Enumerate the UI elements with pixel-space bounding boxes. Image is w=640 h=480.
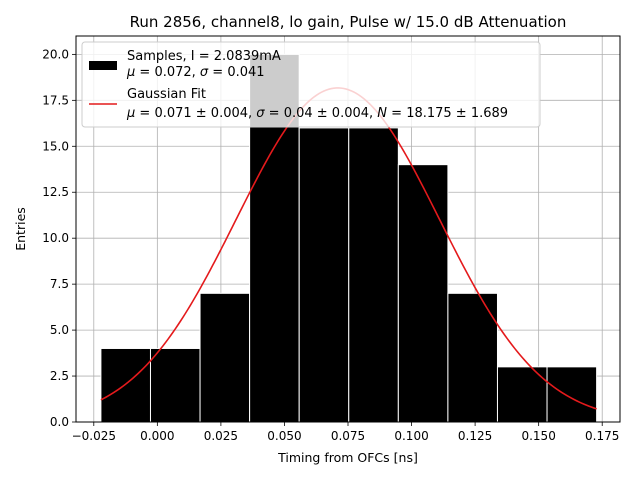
x-tick-label-0: −0.025	[72, 429, 116, 443]
y-tick-label-8: 20.0	[42, 47, 69, 61]
y-tick-label-5: 12.5	[42, 185, 69, 199]
y-axis-label: Entries	[13, 207, 28, 251]
x-tick-label-5: 0.100	[394, 429, 428, 443]
y-tick-label-1: 2.5	[50, 369, 69, 383]
x-tick-label-2: 0.025	[204, 429, 238, 443]
x-tick-label-3: 0.050	[267, 429, 301, 443]
legend-stats-fit-mu-symbol: μ	[126, 106, 135, 121]
legend-stats-fit-n-value: = 18.175 ± 1.689	[387, 106, 508, 121]
legend-stats-samples-sigma-symbol: σ	[200, 65, 209, 80]
histogram-bar-7	[447, 292, 498, 423]
y-axis-ticks: 0.0 2.5 5.0 7.5 10.0 12.5 15.0 17.5 20.0	[42, 47, 76, 429]
histogram-bar-2	[199, 292, 251, 423]
legend-stats-fit-mu-value: = 0.071 ± 0.004,	[135, 106, 256, 121]
legend-stats-samples-sigma-value: = 0.041	[208, 65, 264, 80]
x-axis-label: Timing from OFCs [ns]	[277, 450, 418, 465]
histogram-bars	[100, 53, 598, 423]
legend: Samples, I = 2.0839mA μ = 0.072, σ = 0.0…	[81, 41, 541, 128]
x-tick-label-8: 0.175	[585, 429, 619, 443]
legend-label-fit: Gaussian Fit	[127, 87, 206, 102]
legend-stats-fit-sigma-value: = 0.04 ± 0.004,	[265, 106, 378, 121]
histogram-bar-0	[100, 347, 151, 423]
chart-title: Run 2856, channel8, lo gain, Pulse w/ 15…	[130, 13, 567, 31]
x-tick-label-7: 0.150	[521, 429, 555, 443]
x-tick-label-6: 0.125	[458, 429, 492, 443]
legend-stats-samples: μ = 0.072, σ = 0.041	[126, 65, 265, 80]
legend-label-samples: Samples, I = 2.0839mA	[127, 49, 281, 64]
x-tick-label-4: 0.075	[331, 429, 365, 443]
legend-stats-fit-sigma-symbol: σ	[256, 106, 265, 121]
histogram-bar-5	[348, 127, 399, 423]
histogram-bar-4	[298, 127, 350, 423]
x-tick-label-1: 0.000	[140, 429, 174, 443]
legend-stats-fit-n-symbol: N	[377, 106, 387, 121]
legend-stats-samples-mu-symbol: μ	[126, 65, 135, 80]
histogram-bar-1	[149, 347, 201, 423]
histogram-bar-6	[397, 164, 449, 423]
histogram-bar-9	[546, 366, 598, 423]
y-tick-label-2: 5.0	[50, 323, 69, 337]
y-tick-label-4: 10.0	[42, 231, 69, 245]
legend-swatch-samples	[89, 61, 117, 70]
x-axis-ticks: −0.025 0.000 0.025 0.050 0.075 0.100 0.125 0.15…	[72, 422, 619, 443]
legend-box	[81, 41, 541, 128]
y-tick-label-7: 17.5	[42, 93, 69, 107]
legend-stats-fit: μ = 0.071 ± 0.004, σ = 0.04 ± 0.004, N =…	[126, 106, 508, 121]
y-tick-label-6: 15.0	[42, 139, 69, 153]
y-tick-label-0: 0.0	[50, 415, 69, 429]
y-tick-label-3: 7.5	[50, 277, 69, 291]
legend-stats-samples-mu-value: = 0.072,	[135, 65, 200, 80]
